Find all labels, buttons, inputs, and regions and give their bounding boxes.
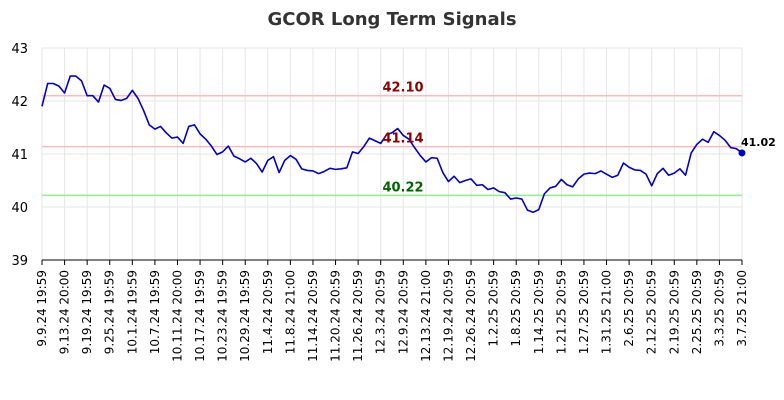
x-tick-label: 10.7.24 19:59: [148, 270, 162, 354]
series-line: [41, 75, 743, 214]
x-tick-label: 9.13.24 20:00: [58, 270, 72, 354]
x-tick-label: 9.19.24 19:59: [80, 270, 94, 354]
reference-line-label: 42.10: [382, 81, 423, 96]
x-tick-label: 1.14.25 20:59: [532, 270, 546, 354]
x-tick-label: 9.9.24 19:59: [35, 270, 49, 347]
x-tick-label: 3.7.25 21:00: [735, 270, 749, 347]
x-tick-label: 11.26.24 20:59: [351, 270, 365, 362]
x-tick-label: 1.2.25 20:59: [487, 270, 501, 347]
x-tick-label: 2.19.25 20:59: [667, 270, 681, 354]
last-point-label: 41.02: [741, 136, 776, 149]
x-tick-label: 10.23.24 19:59: [216, 270, 230, 362]
reference-lines: [42, 94, 742, 197]
x-tick-label: 12.13.24 21:00: [419, 270, 433, 362]
x-tick-label: 10.17.24 19:59: [193, 270, 207, 362]
y-tick-label: 39: [11, 254, 28, 269]
x-tick-label: 12.3.24 20:59: [374, 270, 388, 354]
x-tick-label: 3.3.25 20:59: [712, 270, 726, 347]
x-tick-label: 9.25.24 19:59: [103, 270, 117, 354]
x-tick-label: 11.14.24 20:59: [306, 270, 320, 362]
x-tick-label: 1.31.25 21:00: [600, 270, 614, 354]
y-tick-label: 42: [11, 95, 28, 110]
reference-line-label: 40.22: [382, 180, 423, 195]
x-tick-label: 11.4.24 20:59: [261, 270, 275, 354]
x-tick-label: 10.29.24 19:59: [238, 270, 252, 362]
x-tick-label: 1.27.25 20:59: [577, 270, 591, 354]
x-tick-label: 10.1.24 19:59: [125, 270, 139, 354]
y-tick-label: 41: [11, 148, 28, 163]
x-tick-label: 11.8.24 21:00: [283, 270, 297, 354]
y-tick-label: 43: [11, 42, 28, 57]
x-tick-label: 2.25.25 20:59: [690, 270, 704, 354]
y-tick-label: 40: [11, 201, 28, 216]
x-tick-label: 11.20.24 20:59: [329, 270, 343, 362]
x-tick-label: 10.11.24 20:00: [170, 270, 184, 362]
x-tick-label: 12.9.24 20:59: [396, 270, 410, 354]
x-tick-label: 1.21.25 20:59: [554, 270, 568, 354]
x-tick-label: 2.6.25 20:59: [622, 270, 636, 347]
x-tick-label: 12.19.24 20:59: [441, 270, 455, 362]
x-tick-label: 1.8.25 20:59: [509, 270, 523, 347]
last-point-marker: [738, 149, 746, 157]
x-tick-label: 12.26.24 20:59: [464, 270, 478, 362]
axes: 39 40 41 42 43 9.9.24 19:59 9.13.24 20:00 9.19.…: [11, 42, 749, 362]
grid-lines: [41, 47, 743, 261]
chart-labels: 42.10 41.14 40.22 41.02: [382, 81, 775, 196]
reference-line-label: 41.14: [382, 132, 423, 147]
chart-title: GCOR Long Term Signals: [267, 9, 516, 30]
x-tick-label: 2.12.25 20:59: [645, 270, 659, 354]
series-lines: [41, 75, 746, 214]
